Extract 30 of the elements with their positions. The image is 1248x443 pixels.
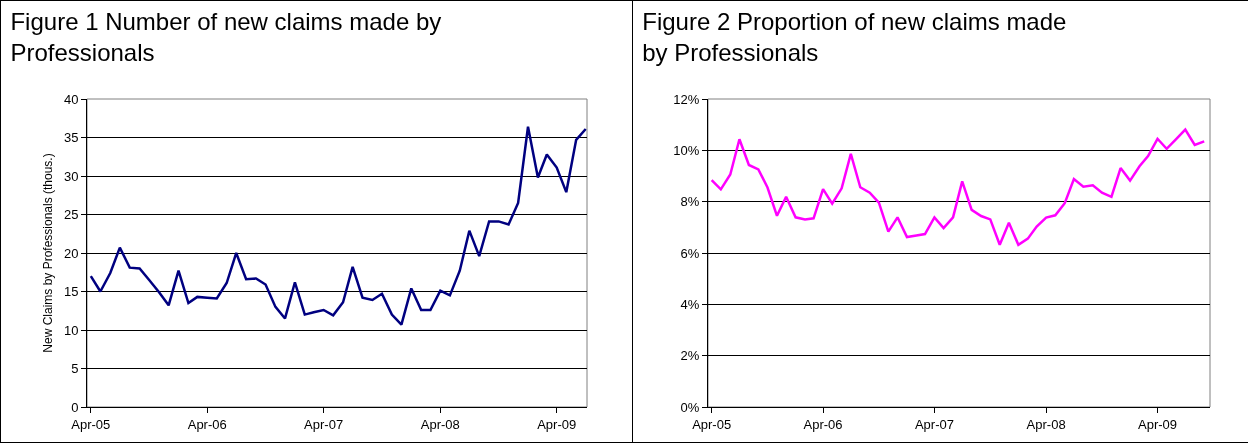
x-tick-label: Apr-08 bbox=[420, 416, 460, 432]
x-tick-label: Apr-08 bbox=[1026, 416, 1066, 432]
y-tick-label: 6% bbox=[680, 245, 700, 261]
x-tick-label: Apr-09 bbox=[1137, 416, 1178, 432]
y-axis-title: New Claims by Professionals (thous.) bbox=[41, 153, 56, 353]
y-tick-label: 20 bbox=[63, 245, 79, 261]
y-tick-label: 25 bbox=[63, 207, 79, 223]
y-tick-label: 0 bbox=[71, 399, 79, 415]
y-tick-label: 30 bbox=[63, 168, 79, 184]
y-tick-label: 15 bbox=[63, 284, 79, 300]
y-tick-label: 4% bbox=[680, 296, 700, 312]
y-tick-label: 35 bbox=[63, 130, 79, 146]
y-tick-label: 10% bbox=[673, 142, 700, 158]
x-tick-label: Apr-05 bbox=[692, 416, 732, 432]
y-tick-label: 2% bbox=[680, 348, 700, 364]
y-tick-label: 8% bbox=[680, 194, 700, 210]
x-tick-label: Apr-06 bbox=[803, 416, 843, 432]
line-series bbox=[710, 128, 1206, 247]
y-tick-label: 0% bbox=[680, 399, 700, 415]
y-tick-label: 10 bbox=[63, 322, 79, 338]
x-tick-label: Apr-07 bbox=[304, 416, 344, 432]
chart-title: Figure 1 Number of new claims made by Professionals bbox=[10, 7, 442, 66]
x-tick-label: Apr-07 bbox=[914, 416, 954, 432]
x-tick-label: Apr-05 bbox=[71, 416, 111, 432]
x-tick-label: Apr-09 bbox=[537, 416, 577, 432]
x-tick-label: Apr-06 bbox=[187, 416, 227, 432]
chart-title: Figure 2 Proportion of new claims made by Professionals bbox=[642, 7, 1067, 66]
y-tick-label: 40 bbox=[63, 91, 79, 107]
y-tick-label: 5 bbox=[71, 361, 79, 377]
y-tick-label: 12% bbox=[673, 91, 700, 107]
